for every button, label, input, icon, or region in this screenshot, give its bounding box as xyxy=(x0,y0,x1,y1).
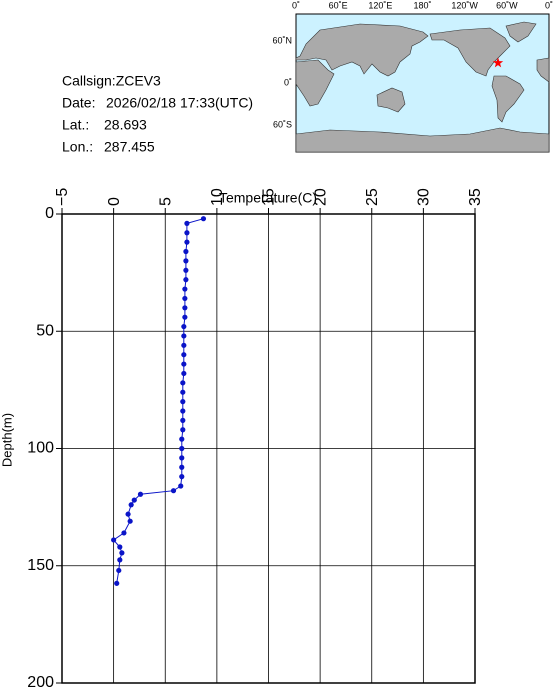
profile-point xyxy=(119,550,125,556)
x-tick-label: 5 xyxy=(157,197,174,206)
map-lon-label: 120˚E xyxy=(368,0,392,10)
map xyxy=(295,13,550,153)
x-tick-label: 25 xyxy=(364,188,381,206)
profile-point xyxy=(178,483,184,489)
profile-point xyxy=(179,445,185,452)
map-land xyxy=(295,127,550,153)
profile-point xyxy=(184,230,190,236)
profile-point xyxy=(180,408,186,414)
profile-point xyxy=(181,352,187,358)
profile-point xyxy=(181,333,187,339)
profile-point xyxy=(182,314,188,320)
profile-point xyxy=(137,491,144,497)
x-tick-label: 20 xyxy=(312,188,329,206)
profile-point xyxy=(182,305,188,311)
map-lat-label: 60˚S xyxy=(273,119,292,129)
profile-point xyxy=(183,277,189,283)
profile-point xyxy=(127,518,133,524)
profile-point xyxy=(183,267,189,273)
map-lon-label: 0˚ xyxy=(545,0,553,10)
profile-point xyxy=(179,436,185,442)
y-tick-label: 200 xyxy=(27,674,54,690)
date-label: Date: xyxy=(62,95,95,111)
profile-point xyxy=(180,417,186,423)
map-lat-label: 60˚N xyxy=(272,35,292,45)
profile-point xyxy=(181,361,187,367)
profile-point xyxy=(117,544,123,550)
map-land xyxy=(376,87,406,113)
profile-point xyxy=(111,537,117,543)
x-tick-label: 15 xyxy=(261,188,278,206)
map-lon-label: 60˚W xyxy=(496,0,518,10)
profile-point xyxy=(182,286,188,292)
map-lon-label: 180˚ xyxy=(413,0,431,10)
map-land xyxy=(505,21,537,43)
map-lon-label: 120˚W xyxy=(451,0,478,10)
map-land xyxy=(295,23,429,77)
x-tick-label: 0 xyxy=(106,197,123,206)
profile-point xyxy=(117,557,123,563)
x-axis-label: Temperature(C) xyxy=(219,190,317,206)
y-tick-label: 100 xyxy=(27,440,54,457)
lat: 28.693 xyxy=(104,117,147,133)
profile-point xyxy=(179,455,185,461)
map-land xyxy=(536,57,550,83)
profile-line xyxy=(112,218,204,584)
profile-point xyxy=(184,220,190,226)
map-lon-label: 0˚ xyxy=(292,0,300,10)
profile-point xyxy=(180,389,186,395)
profile-point xyxy=(180,427,186,433)
map-land xyxy=(295,59,335,107)
callsign: Callsign:ZCEV3 xyxy=(62,73,161,89)
station-marker xyxy=(492,57,504,68)
profile-point xyxy=(180,380,186,386)
profile-point xyxy=(184,239,190,245)
profile-point xyxy=(179,464,185,470)
profile-point xyxy=(180,399,186,405)
profile-point xyxy=(181,370,187,377)
profile-point xyxy=(125,511,131,517)
profile-point xyxy=(121,530,127,536)
y-tick-label: 150 xyxy=(27,557,54,574)
x-tick-label: 10 xyxy=(209,188,226,206)
profile-point xyxy=(181,342,187,348)
map-lon-label: 60˚E xyxy=(329,0,348,10)
lon: 287.455 xyxy=(104,139,155,155)
x-tick-label: −5 xyxy=(54,188,71,206)
profile-point xyxy=(116,567,122,574)
profile-point xyxy=(181,323,187,330)
profile-point xyxy=(182,295,188,302)
lon-label: Lon.: xyxy=(62,139,93,155)
profile-point xyxy=(170,488,177,494)
x-tick-label: 35 xyxy=(467,188,484,206)
y-tick-label: 50 xyxy=(36,322,54,339)
y-axis-label: Depth(m) xyxy=(0,413,14,467)
y-tick-label: 0 xyxy=(45,205,54,222)
profile-point xyxy=(131,497,137,503)
profile-point xyxy=(179,474,185,480)
lat-label: Lat.: xyxy=(62,117,89,133)
profile-point xyxy=(183,258,189,264)
profile-point xyxy=(200,216,207,222)
map-land xyxy=(491,75,525,123)
profile-point xyxy=(128,502,134,508)
profile-point xyxy=(183,248,189,255)
map-land xyxy=(429,27,511,77)
profile-point xyxy=(114,580,120,586)
x-tick-label: 30 xyxy=(416,188,433,206)
date: 2026/02/18 17:33(UTC) xyxy=(106,95,253,111)
map-lat-label: 0˚ xyxy=(284,77,292,87)
